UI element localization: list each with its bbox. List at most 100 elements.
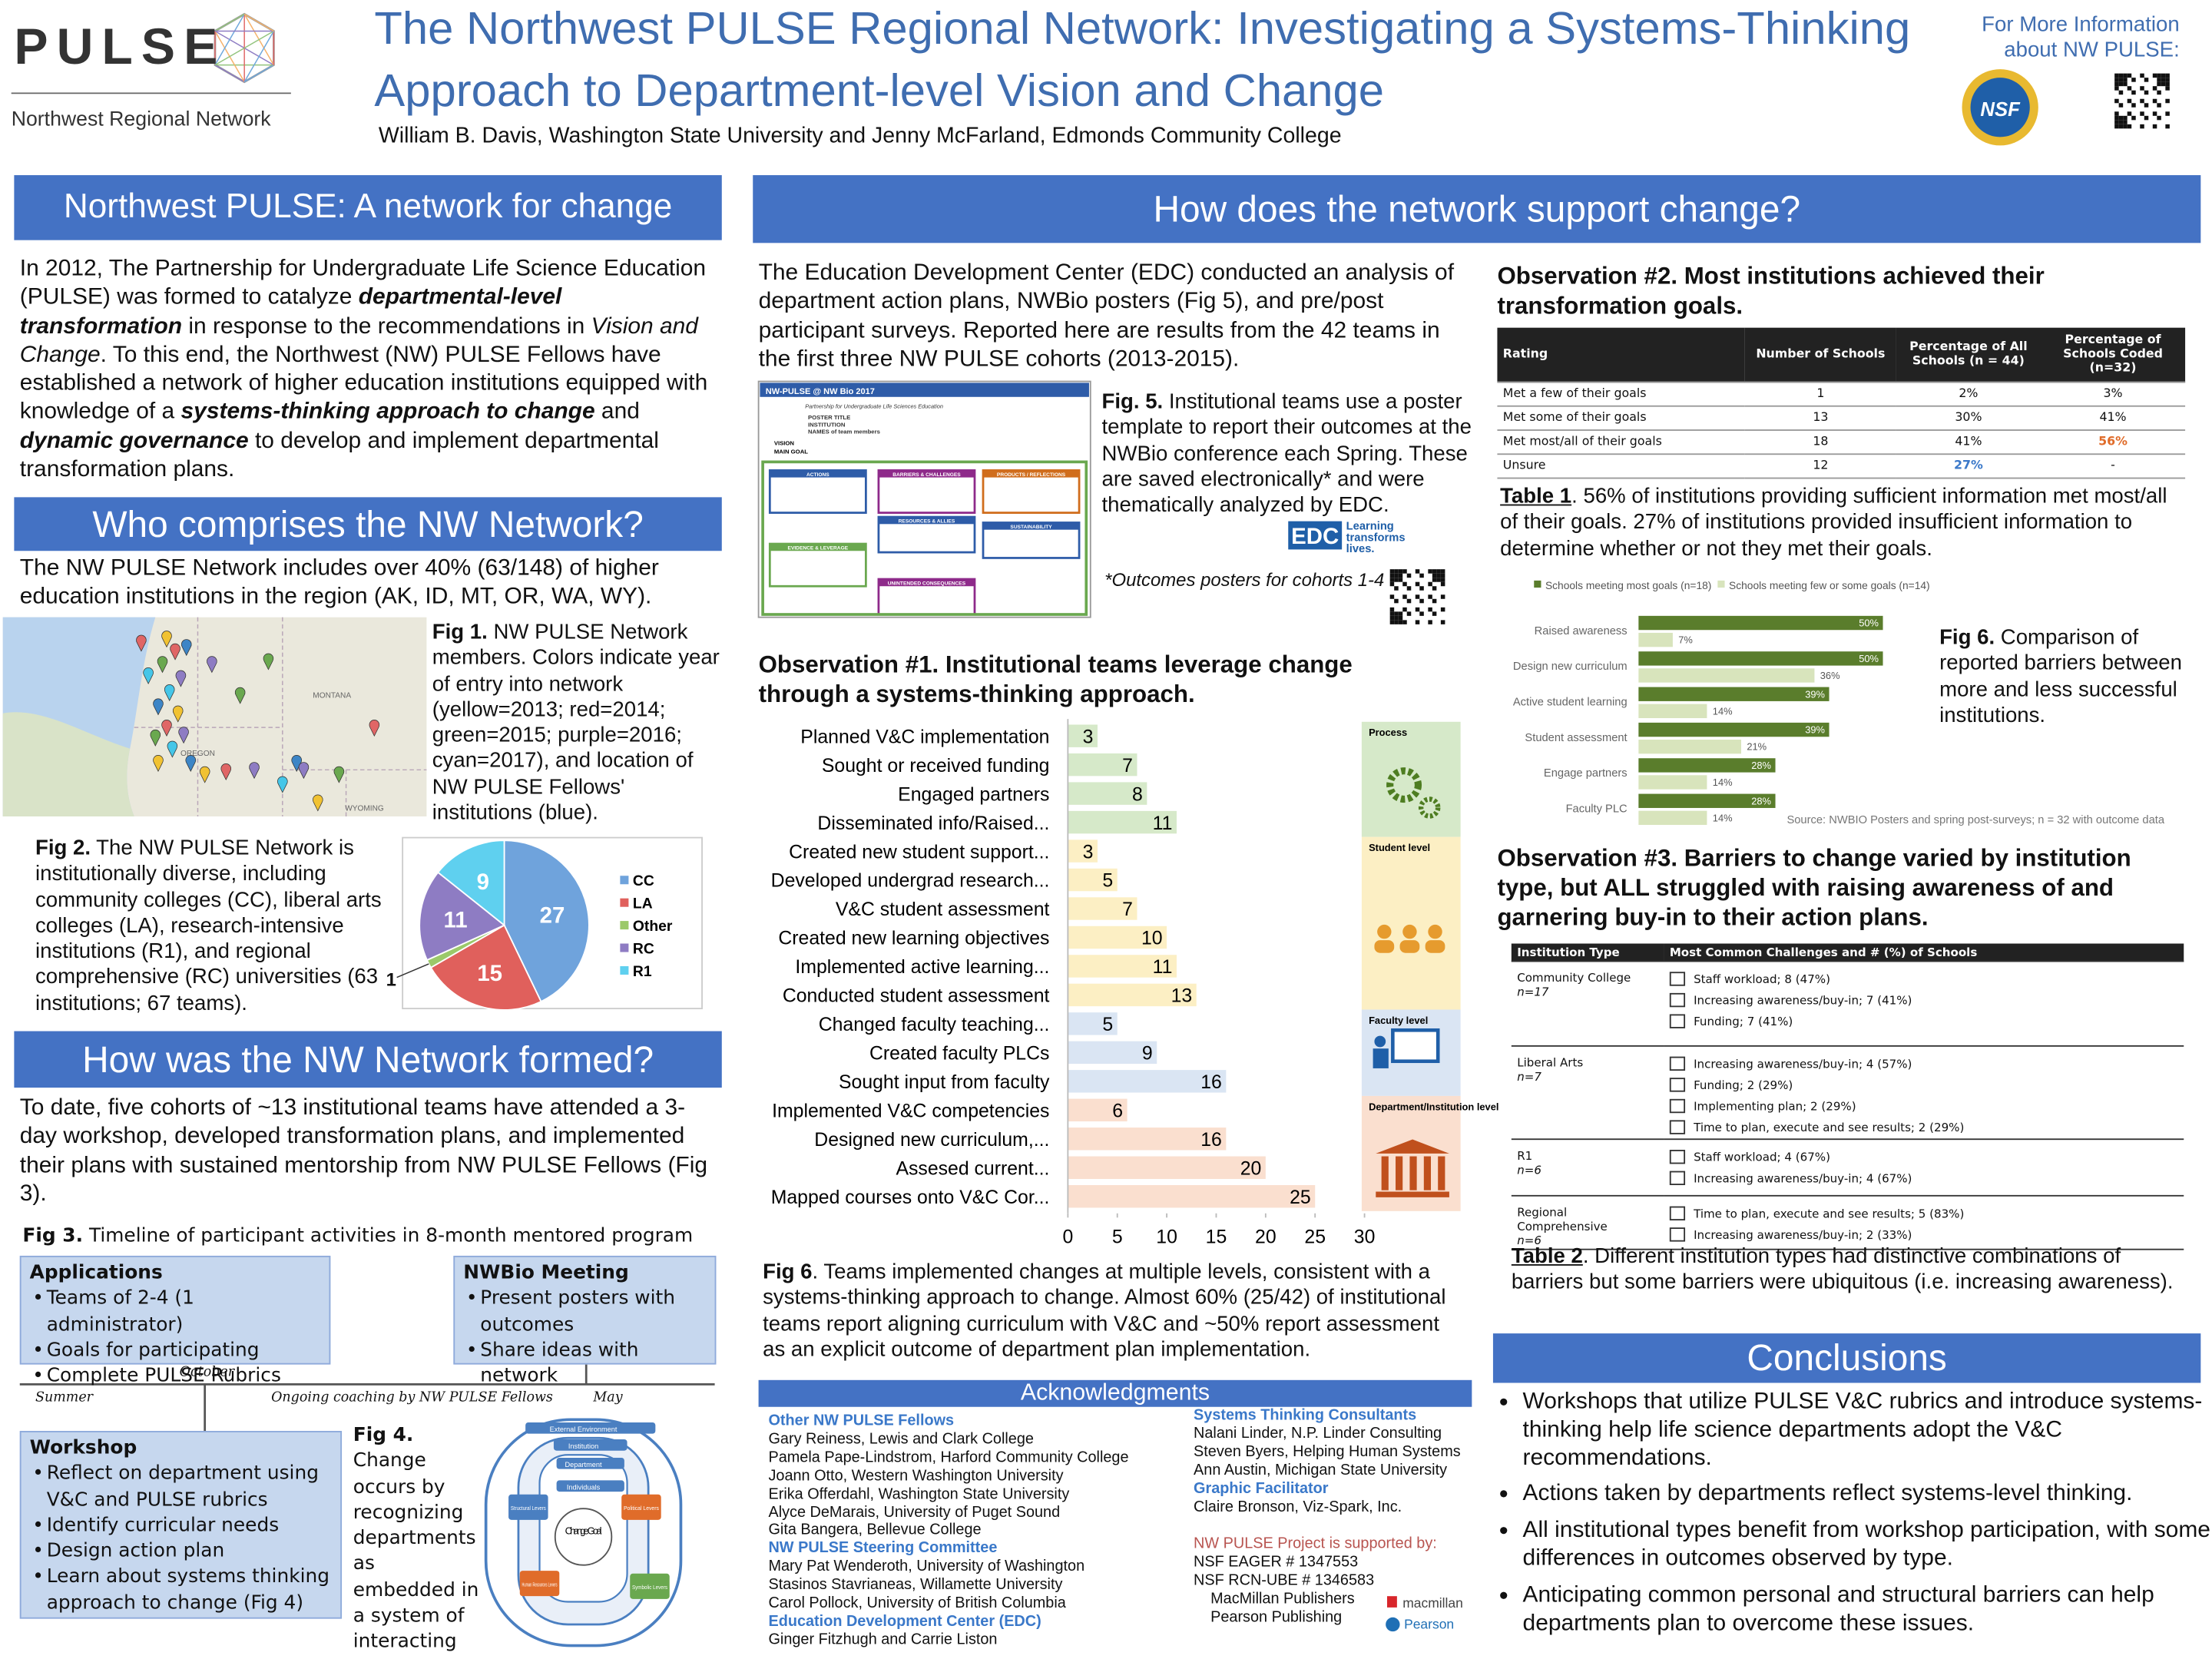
qr-module: [2118, 73, 2124, 78]
diagram-tag: [525, 1422, 656, 1434]
institution-type: R1: [1517, 1148, 1533, 1163]
challenge-line: Time to plan, execute and see results; 5…: [1669, 1199, 2178, 1220]
table-cell: Unsure: [1497, 454, 1745, 479]
observation-heading: Observation #3. Barriers to change varie…: [1497, 844, 2131, 931]
legend-swatch: [620, 921, 629, 930]
group-panel: [1361, 836, 1461, 1010]
legend-swatch: [1534, 580, 1541, 588]
qr-module: [2118, 81, 2124, 87]
qr-module: [2114, 73, 2119, 78]
ack-support-item: Pearson Publishing: [1210, 1608, 1343, 1626]
x-tick-label: 0: [1062, 1227, 1073, 1247]
challenge-icon: [1669, 1014, 1686, 1028]
qr-module: [2152, 86, 2157, 91]
bar: [1638, 668, 1815, 683]
more-info: about NW PULSE:: [2004, 38, 2180, 62]
map-label: WYOMING: [345, 805, 384, 813]
legend-label: LA: [633, 896, 653, 912]
qr-module: [2157, 90, 2161, 95]
thumbnail-title: NW-PULSE @ NW Bio 2017: [766, 387, 875, 396]
qr-module: [2157, 73, 2161, 78]
qr-module: [2140, 124, 2144, 129]
legend-label: CC: [633, 873, 654, 889]
challenge-icon: [1669, 1171, 1686, 1186]
map-pin: [153, 698, 164, 716]
ack-support-item: NSF RCN-UBE # 1346583: [1194, 1572, 1375, 1590]
qr-module: [1389, 594, 1395, 599]
table-cell: 12: [1744, 454, 1896, 479]
challenge-text: Increasing awareness/buy-in; 2 (33%): [1694, 1227, 1912, 1242]
ack-name: Joann Otto, Western Washington Universit…: [768, 1467, 1064, 1485]
group-label: Department/Institution level: [1369, 1101, 1498, 1112]
ack-name: Pamela Pape-Lindstrom, Harford Community…: [768, 1449, 1129, 1466]
qr-module: [1440, 581, 1445, 587]
map-pin: [220, 763, 232, 781]
diagram-goal: [554, 1508, 613, 1566]
bar-value-label: 5: [1102, 871, 1113, 892]
icon: [1391, 1028, 1440, 1064]
section-heading: How was the NW Network formed?: [14, 1031, 722, 1088]
legend-swatch: [620, 965, 629, 975]
nsf-text: NSF: [1980, 99, 2021, 121]
caption-label: Fig. 5.: [1101, 389, 1164, 414]
bar: [1638, 632, 1673, 647]
table-row: Met a few of their goals 1 2% 3%: [1497, 382, 2186, 407]
table-cell: Met most/all of their goals: [1497, 430, 1745, 455]
challenge-line: Increasing awareness/buy-in; 7 (41%): [1669, 986, 2178, 1008]
caption-label: Table 2: [1511, 1244, 1583, 1269]
caption: Fig 3. Timeline of participant activitie…: [22, 1224, 700, 1247]
edc-logo-text: EDC: [1291, 524, 1339, 549]
box-item: Present posters with outcomes: [480, 1286, 706, 1337]
bar-category-label: Faculty PLC: [1566, 803, 1628, 815]
map-pin: [369, 720, 380, 737]
table-cell: Met a few of their goals: [1497, 382, 1745, 407]
qr-module: [2114, 111, 2119, 116]
ack-name: Claire Bronson, Viz-Spark, Inc.: [1194, 1498, 1402, 1515]
qr-module: [2123, 81, 2128, 87]
bar: [1068, 983, 1197, 1007]
table-cell: 56%: [2040, 430, 2186, 455]
section-heading: Northwest PULSE: A network for change: [14, 175, 722, 240]
challenge-line: Increasing awareness/buy-in; 4 (67%): [1669, 1164, 2178, 1186]
qr-module: [1428, 607, 1432, 612]
box-list: Teams of 2-4 (1 administrator)Goals for …: [30, 1286, 321, 1389]
table-cell: Time to plan, execute and see results; 5…: [1664, 1195, 2184, 1250]
challenge-text: Increasing awareness/buy-in; 4 (67%): [1694, 1171, 1912, 1186]
icon: [1438, 1156, 1445, 1190]
challenge-icon: [1669, 1120, 1686, 1134]
thumbnail-header: [760, 382, 1089, 397]
bar-value-label: 11: [1153, 957, 1173, 978]
timeline-label: Ongoing coaching by NW PULSE Fellows: [271, 1389, 553, 1406]
caption-label: Fig 4.: [353, 1423, 414, 1447]
qr-module: [1389, 611, 1395, 616]
map-pin: [185, 755, 197, 772]
qr-module: [1432, 586, 1437, 591]
info-box: WorkshopReflect on department using V&C …: [19, 1431, 343, 1619]
icon: [1409, 1156, 1417, 1190]
thumbnail-box-title: PRODUCTS / REFLECTIONS: [997, 472, 1066, 478]
map-pin: [170, 643, 180, 661]
table-header-cell: Percentage of Schools Coded (n=32): [2040, 327, 2186, 383]
x-tick-label: 25: [1304, 1227, 1326, 1247]
map-pin: [291, 755, 302, 772]
caption-text: Change occurs by recognizing departments…: [353, 1449, 479, 1654]
thumbnail-box-title: BARRIERS & CHALLENGES: [892, 472, 961, 478]
nsf-globe: [1970, 78, 2030, 137]
institution-n: n=7: [1517, 1069, 1541, 1084]
qr-module: [2165, 73, 2170, 78]
observation-heading: Observation #2. Most institutions achiev…: [1497, 263, 2045, 320]
qr-module: [2144, 90, 2149, 95]
diagram-lever: [508, 1494, 548, 1520]
ack-title: Graphic Facilitator: [1194, 1479, 1329, 1497]
icon: [1396, 1156, 1403, 1190]
paragraph: The Education Development Center (EDC) c…: [758, 260, 1455, 372]
bar: [1638, 775, 1707, 790]
caption: Fig. 5. Institutional teams use a poster…: [1101, 390, 1472, 519]
text-run: in response to the recommendations in: [182, 313, 591, 339]
ack-name: Nalani Linder, N.P. Linder Consulting: [1194, 1425, 1442, 1442]
table-cell: 27%: [1896, 454, 2041, 479]
box-item: Learn about systems thinking approach to…: [47, 1565, 332, 1616]
ack-name: Ann Austin, Michigan State University: [1194, 1461, 1448, 1479]
icon: [1402, 924, 1417, 939]
bar: [1068, 1185, 1316, 1208]
